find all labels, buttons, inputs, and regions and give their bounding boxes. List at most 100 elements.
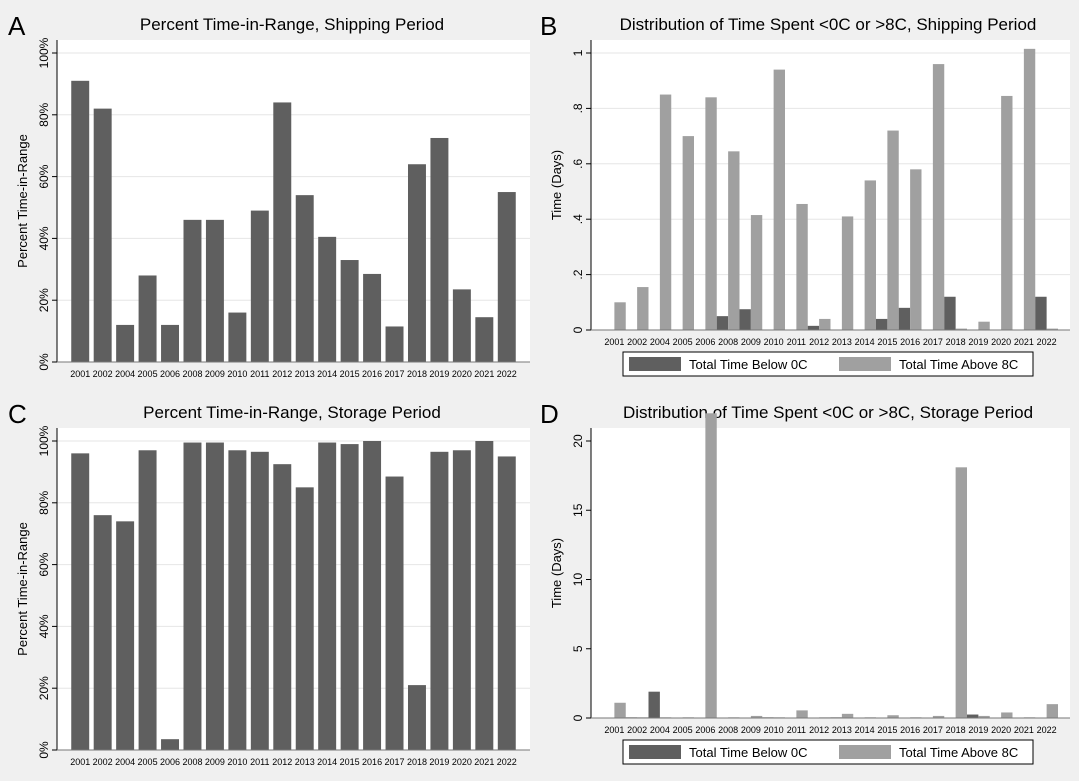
panel-label: B xyxy=(540,11,557,41)
bar-total-time-above-8c-2020 xyxy=(1001,712,1013,718)
x-tick-label: 2010 xyxy=(227,757,247,767)
x-tick-label: 2008 xyxy=(182,757,202,767)
x-tick-label: 2004 xyxy=(115,369,135,379)
y-tick-label: 10 xyxy=(571,573,585,587)
bar-value-2013 xyxy=(295,487,314,750)
bar-total-time-above-8c-2004 xyxy=(659,94,672,330)
x-tick-label: 2013 xyxy=(832,725,852,735)
y-tick-label: .2 xyxy=(571,269,585,279)
x-tick-label: 2014 xyxy=(855,337,875,347)
x-tick-label: 2006 xyxy=(695,725,715,735)
x-tick-label: 2018 xyxy=(946,725,966,735)
bar-value-2014 xyxy=(318,442,337,750)
x-tick-label: 2008 xyxy=(718,337,738,347)
y-tick-label: 0% xyxy=(37,353,51,371)
bar-value-2021 xyxy=(475,317,494,362)
bar-total-time-above-8c-2017 xyxy=(932,715,945,718)
y-tick-label: 100% xyxy=(37,425,51,456)
x-tick-label: 2016 xyxy=(362,757,382,767)
bar-value-2009 xyxy=(205,442,224,750)
x-tick-label: 2005 xyxy=(673,725,693,735)
x-tick-label: 2018 xyxy=(946,337,966,347)
x-tick-label: 2019 xyxy=(429,369,449,379)
x-tick-label: 2019 xyxy=(968,725,988,735)
x-tick-label: 2022 xyxy=(497,757,517,767)
x-tick-label: 2021 xyxy=(1014,725,1034,735)
x-tick-label: 2015 xyxy=(340,369,360,379)
x-tick-label: 2013 xyxy=(832,337,852,347)
y-tick-label: 40% xyxy=(37,614,51,638)
bar-value-2011 xyxy=(250,451,269,750)
panel-label: C xyxy=(8,399,27,429)
legend-swatch xyxy=(629,745,681,759)
y-tick-label: .6 xyxy=(571,158,585,168)
legend-box xyxy=(622,739,1034,765)
bar-value-2008 xyxy=(183,219,202,362)
legend-swatch xyxy=(839,745,891,759)
x-tick-label: 2005 xyxy=(673,337,693,347)
bar-total-time-above-8c-2015 xyxy=(887,130,899,330)
bar-total-time-above-8c-2005 xyxy=(682,136,694,330)
bar-value-2019 xyxy=(430,451,449,750)
bar-value-2020 xyxy=(452,289,471,362)
x-tick-label: 2011 xyxy=(787,337,806,347)
x-tick-label: 2020 xyxy=(452,369,472,379)
bar-value-2022 xyxy=(497,456,516,750)
bar-total-time-below-0c-2016 xyxy=(898,307,911,330)
bar-total-time-below-0c-2012 xyxy=(807,325,820,330)
x-tick-label: 2019 xyxy=(968,337,988,347)
y-tick-label: 15 xyxy=(571,503,585,517)
bar-total-time-below-0c-2018 xyxy=(944,296,956,330)
y-tick-label: 80% xyxy=(37,102,51,126)
bar-value-2005 xyxy=(138,275,157,362)
y-tick-label: 20 xyxy=(571,434,585,448)
x-tick-label: 2022 xyxy=(1037,337,1057,347)
bar-value-2006 xyxy=(161,739,180,750)
x-tick-label: 2012 xyxy=(809,725,829,735)
bar-value-2008 xyxy=(183,442,202,750)
bar-total-time-above-8c-2017 xyxy=(932,64,945,330)
x-tick-label: 2010 xyxy=(764,725,784,735)
x-tick-label: 2002 xyxy=(627,337,647,347)
x-tick-label: 2006 xyxy=(695,337,715,347)
y-tick-label: 5 xyxy=(571,645,585,652)
x-tick-label: 2020 xyxy=(991,337,1011,347)
bar-value-2012 xyxy=(273,464,292,750)
x-tick-label: 2015 xyxy=(877,725,897,735)
bar-total-time-above-8c-2022 xyxy=(1046,704,1058,718)
x-tick-label: 2013 xyxy=(295,369,315,379)
bar-value-2021 xyxy=(475,441,494,750)
x-tick-label: 2017 xyxy=(385,757,405,767)
x-tick-label: 2005 xyxy=(138,757,158,767)
bar-value-2016 xyxy=(363,273,382,362)
plot-area xyxy=(591,428,1070,718)
bar-value-2019 xyxy=(430,137,449,362)
bar-value-2017 xyxy=(385,476,404,750)
legend-label: Total Time Above 8C xyxy=(899,357,1018,372)
x-tick-label: 2014 xyxy=(855,725,875,735)
x-tick-label: 2009 xyxy=(741,725,761,735)
bar-total-time-above-8c-2006 xyxy=(705,413,717,718)
x-tick-label: 2004 xyxy=(650,725,670,735)
x-tick-label: 2010 xyxy=(764,337,784,347)
bar-value-2013 xyxy=(295,195,314,362)
bar-total-time-above-8c-2016 xyxy=(910,169,922,330)
bar-total-time-above-8c-2022 xyxy=(1046,328,1058,330)
bar-value-2014 xyxy=(318,236,337,362)
legend: Total Time Below 0C Total Time Above 8C xyxy=(622,351,1034,377)
panel-b: B Distribution of Time Spent <0C or >8C, … xyxy=(540,11,1070,377)
bar-value-2015 xyxy=(340,444,359,750)
y-tick-label: 80% xyxy=(37,490,51,514)
x-tick-label: 2009 xyxy=(205,369,225,379)
bar-value-2018 xyxy=(407,685,426,750)
x-tick-label: 2012 xyxy=(809,337,829,347)
bar-total-time-below-0c-2004 xyxy=(648,691,660,718)
chart-title: Percent Time-in-Range, Shipping Period xyxy=(140,15,444,34)
legend-swatch xyxy=(629,357,681,371)
y-axis-label: Percent Time-in-Range xyxy=(15,134,30,268)
chart-title: Distribution of Time Spent <0C or >8C, S… xyxy=(620,15,1037,34)
y-tick-label: 60% xyxy=(37,552,51,576)
x-tick-label: 2016 xyxy=(900,725,920,735)
legend-label: Total Time Below 0C xyxy=(689,357,808,372)
x-tick-label: 2012 xyxy=(272,757,292,767)
